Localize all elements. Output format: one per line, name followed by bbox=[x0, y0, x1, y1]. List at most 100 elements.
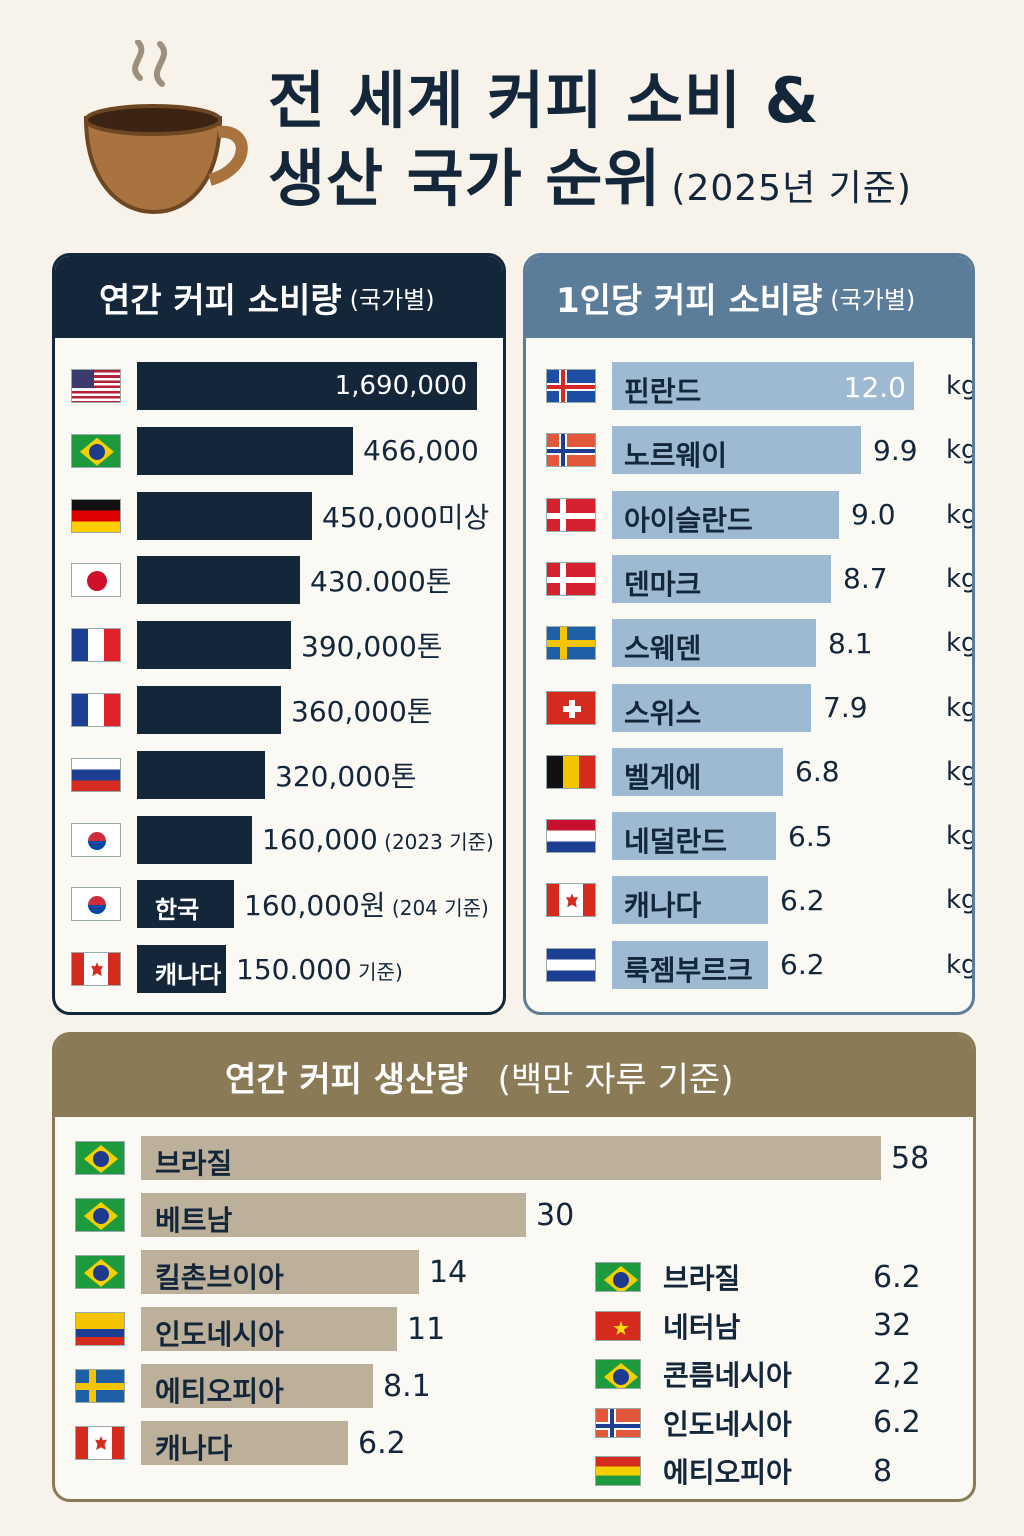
production-bar: 베트남 bbox=[141, 1193, 526, 1237]
mini-table-value: 2,2 bbox=[873, 1356, 921, 1392]
consumption-row: 360,000톤 bbox=[71, 685, 433, 735]
consumption-row: 160,000 (2023 기준) bbox=[71, 815, 494, 865]
per-capita-value: 6.8 bbox=[795, 755, 840, 789]
production-country-label: 브라질 bbox=[155, 1147, 233, 1180]
per-capita-value: 6.2 bbox=[780, 883, 825, 917]
consumption-value-label: 390,000톤 bbox=[301, 625, 443, 665]
netherlands-flag bbox=[546, 819, 596, 854]
per-capita-country-label: 네덜란드 bbox=[624, 825, 728, 859]
consumption-row: 캐나다 150.000 기준) bbox=[71, 944, 403, 994]
mini-table-row: 인도네시아 6.2 bbox=[595, 1403, 921, 1443]
consumption-value: 466,000 bbox=[363, 434, 479, 468]
consumption-panel-header: 연간 커피 소비량 (국가별) bbox=[55, 256, 503, 338]
per-capita-value: 8.1 bbox=[828, 626, 873, 660]
title-line-1: 전 세계 커피 소비 & bbox=[268, 64, 820, 137]
brazil-flag bbox=[75, 1198, 125, 1232]
per-capita-bar: 노르웨이 bbox=[612, 426, 861, 475]
production-value: 6.2 bbox=[358, 1425, 406, 1461]
per-capita-country-label: 스웨덴 bbox=[624, 632, 702, 666]
per-capita-bar: 스위스 bbox=[612, 683, 811, 732]
production-value: 11 bbox=[407, 1311, 446, 1347]
production-country-label: 캐나다 bbox=[155, 1432, 233, 1465]
belgium-flag bbox=[546, 754, 596, 789]
consumption-note: (204 기준) bbox=[385, 896, 489, 921]
canada-flag bbox=[71, 952, 121, 987]
production-value: 30 bbox=[536, 1197, 575, 1233]
per-capita-unit: kg bbox=[946, 756, 975, 787]
per-capita-country-label: 스위스 bbox=[624, 696, 702, 730]
consumption-row: 1,690,000 bbox=[71, 361, 477, 411]
mini-table-value: 8 bbox=[873, 1453, 893, 1489]
consumption-suffix: 미상 bbox=[437, 500, 490, 534]
consumption-row: 430.000톤 bbox=[71, 555, 452, 605]
per-capita-title: 1인당 커피 소비량 bbox=[556, 280, 823, 321]
consumption-row: 320,000톤 bbox=[71, 750, 417, 800]
mini-table-country: 브라질 bbox=[663, 1262, 741, 1295]
consumption-row: 466,000 bbox=[71, 426, 479, 476]
consumption-suffix: 톤 bbox=[390, 759, 417, 793]
mini-table-country: 인도네시아 bbox=[663, 1407, 792, 1441]
consumption-row: 한국 160,000원 (204 기준) bbox=[71, 879, 489, 929]
consumption-note: 기준) bbox=[351, 959, 403, 984]
per-capita-row: 덴마크 8.7 kg bbox=[546, 554, 972, 604]
production-panel-header: 연간 커피 생산량 (백만 자루 기준) bbox=[55, 1035, 973, 1117]
per-capita-value: 8.7 bbox=[843, 562, 888, 596]
france-flag bbox=[71, 693, 121, 727]
consumption-value-label: 360,000톤 bbox=[291, 690, 433, 730]
consumption-bar-name: 한국 bbox=[155, 896, 200, 925]
per-capita-row: 스위스 7.9 kg bbox=[546, 683, 972, 733]
consumption-row: 450,000미상 bbox=[71, 491, 489, 541]
consumption-bar bbox=[137, 621, 291, 670]
consumption-value-label: 1,690,000 bbox=[334, 371, 467, 401]
per-capita-bar: 스웨덴 bbox=[612, 619, 816, 668]
luxembourg-flag bbox=[546, 947, 596, 982]
production-bar: 에티오피아 bbox=[141, 1364, 373, 1408]
consumption-panel: 연간 커피 소비량 (국가별) 1,690,000 466,000 450,000미… bbox=[52, 253, 506, 1015]
consumption-note: (2023 기준) bbox=[377, 830, 494, 855]
per-capita-value: 9.0 bbox=[851, 498, 896, 532]
production-bar: 인도네시아 bbox=[141, 1307, 397, 1351]
denmark-flag bbox=[546, 561, 596, 596]
consumption-value: 160,000 bbox=[244, 889, 360, 923]
germany-flag bbox=[71, 498, 121, 533]
per-capita-bar: 벨게에 bbox=[612, 747, 783, 796]
per-capita-row: 캐나다 6.2 kg bbox=[546, 875, 972, 925]
production-title-small: (백만 자루 기준) bbox=[497, 1059, 734, 1100]
per-capita-unit: kg bbox=[946, 499, 975, 530]
denmark-flag bbox=[546, 497, 596, 532]
brazil-flag bbox=[595, 1262, 641, 1292]
per-capita-country-label: 벨게에 bbox=[624, 760, 702, 794]
per-capita-value: 7.9 bbox=[823, 691, 868, 724]
mini-table-country: 콘름네시아 bbox=[663, 1359, 792, 1392]
production-bar: 브라질 bbox=[141, 1136, 881, 1180]
per-capita-panel-header: 1인당 커피 소비량 (국가별) bbox=[526, 256, 972, 338]
title-line-2: 생산 국가 순위 bbox=[268, 142, 662, 215]
consumption-bar: 1,690,000 bbox=[137, 362, 477, 410]
production-panel: 연간 커피 생산량 (백만 자루 기준) 브라질 58 베트남 30 킬촌브이아 14 인도… bbox=[52, 1032, 976, 1502]
production-value: 14 bbox=[429, 1254, 468, 1290]
colombia-flag bbox=[75, 1312, 125, 1346]
mini-table-value: 6.2 bbox=[873, 1259, 921, 1295]
production-row: 캐나다 6.2 bbox=[75, 1418, 406, 1468]
production-value: 58 bbox=[891, 1140, 930, 1176]
per-capita-unit: kg bbox=[946, 435, 975, 466]
consumption-bar bbox=[137, 815, 252, 864]
france-flag bbox=[71, 628, 121, 663]
sweden-flag bbox=[546, 626, 596, 661]
consumption-bar bbox=[137, 750, 265, 799]
consumption-value-label: 160,000원 (204 기준) bbox=[244, 884, 489, 924]
per-capita-bar: 아이슬란드 bbox=[612, 490, 839, 539]
production-value: 8.1 bbox=[383, 1368, 431, 1404]
per-capita-value: 12.0 bbox=[843, 371, 906, 404]
canada-flag bbox=[546, 883, 596, 918]
production-country-label: 에티오피아 bbox=[155, 1375, 284, 1408]
canada-flag bbox=[75, 1426, 125, 1460]
consumption-value: 160,000 bbox=[262, 823, 378, 857]
consumption-value-label: 160,000 (2023 기준) bbox=[262, 823, 494, 856]
consumption-value: 320,000 bbox=[275, 759, 391, 793]
per-capita-row: 노르웨이 9.9 kg bbox=[546, 425, 975, 475]
per-capita-country-label: 노르웨이 bbox=[624, 439, 728, 473]
consumption-suffix: 톤 bbox=[416, 630, 443, 664]
consumption-bar bbox=[137, 686, 281, 734]
title-subtitle: (2025년 기준) bbox=[671, 168, 912, 209]
